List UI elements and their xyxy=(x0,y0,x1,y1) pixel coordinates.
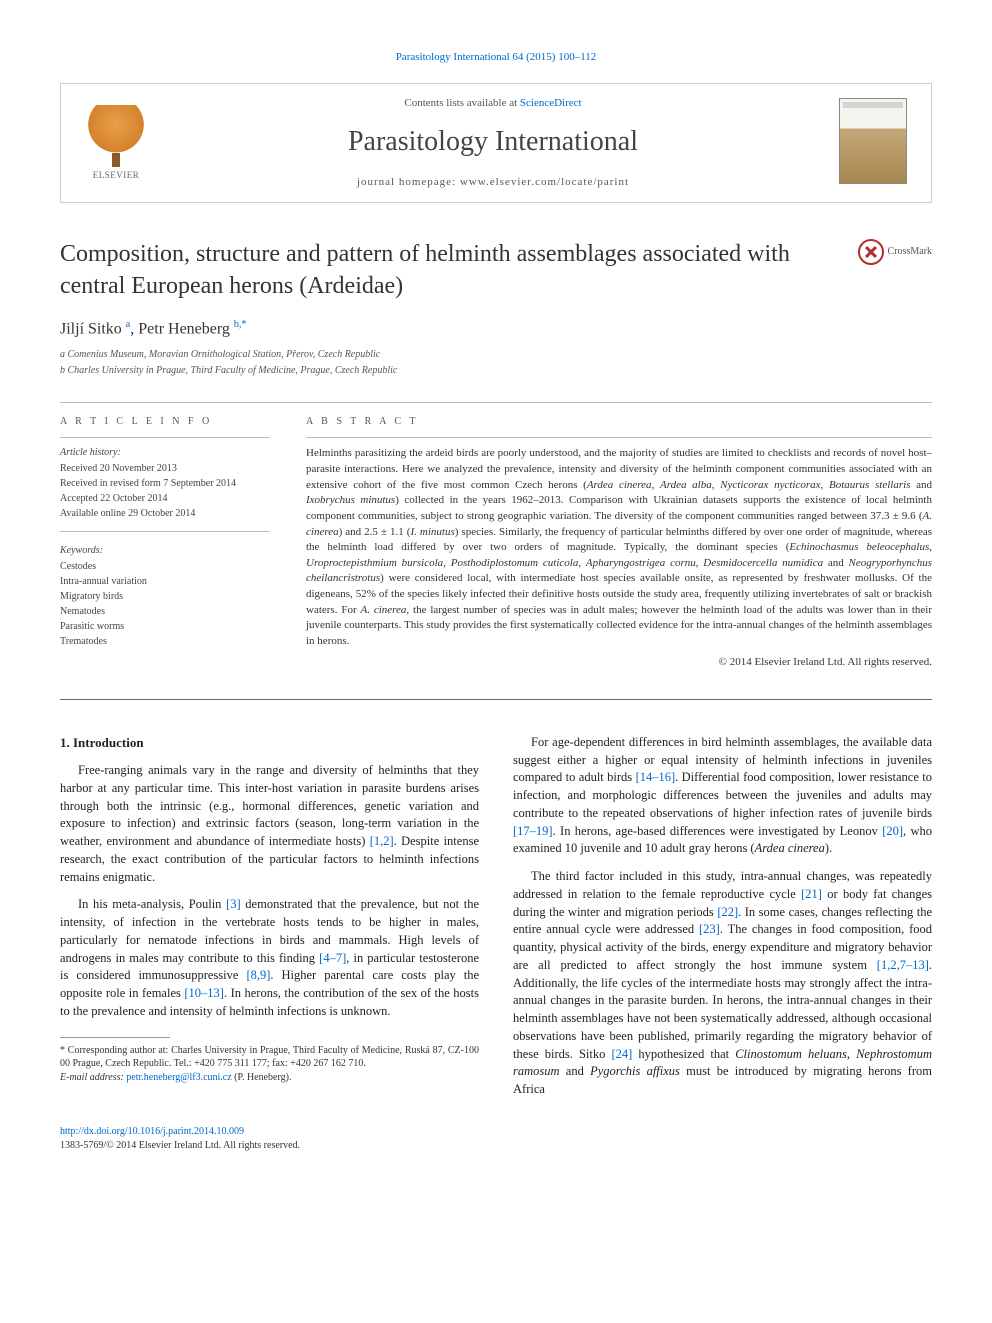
body-paragraph: In his meta-analysis, Poulin [3] demonst… xyxy=(60,896,479,1020)
email-label: E-mail address: xyxy=(60,1072,126,1083)
keyword: Cestodes xyxy=(60,560,270,574)
affiliation: b Charles University in Prague, Third Fa… xyxy=(60,364,932,378)
info-rule-2 xyxy=(60,531,270,532)
running-head-link[interactable]: Parasitology International 64 (2015) 100… xyxy=(396,51,597,63)
abstract-copyright: © 2014 Elsevier Ireland Ltd. All rights … xyxy=(306,655,932,670)
journal-cover xyxy=(835,98,911,188)
abstract-text: Helminths parasitizing the ardeid birds … xyxy=(306,446,932,649)
keyword: Nematodes xyxy=(60,605,270,619)
email-suffix: (P. Heneberg). xyxy=(232,1072,292,1083)
history-item: Accepted 22 October 2014 xyxy=(60,492,270,506)
homepage-url: www.elsevier.com/locate/parint xyxy=(460,176,629,188)
running-head: Parasitology International 64 (2015) 100… xyxy=(60,50,932,65)
journal-cover-thumb xyxy=(839,98,907,184)
journal-header: ELSEVIER Contents lists available at Sci… xyxy=(60,83,932,203)
body-paragraph: For age-dependent differences in bird he… xyxy=(513,734,932,858)
elsevier-logo: ELSEVIER xyxy=(81,103,151,183)
keywords-label: Keywords: xyxy=(60,544,270,558)
sciencedirect-link[interactable]: ScienceDirect xyxy=(520,97,582,109)
crossmark[interactable]: CrossMark xyxy=(858,239,932,265)
body-two-column: 1. Introduction Free-ranging animals var… xyxy=(60,734,932,1099)
article-info: A R T I C L E I N F O Article history: R… xyxy=(60,415,270,670)
corresponding-footnote: * Corresponding author at: Charles Unive… xyxy=(60,1044,479,1085)
doi-link[interactable]: http://dx.doi.org/10.1016/j.parint.2014.… xyxy=(60,1126,244,1137)
keyword: Trematodes xyxy=(60,635,270,649)
page-footer: http://dx.doi.org/10.1016/j.parint.2014.… xyxy=(60,1125,932,1153)
keyword: Parasitic worms xyxy=(60,620,270,634)
homepage-line: journal homepage: www.elsevier.com/locat… xyxy=(151,175,835,190)
article-title: Composition, structure and pattern of he… xyxy=(60,239,858,301)
corr-author-text: * Corresponding author at: Charles Unive… xyxy=(60,1044,479,1071)
info-abstract-row: A R T I C L E I N F O Article history: R… xyxy=(60,415,932,670)
crossmark-label: CrossMark xyxy=(888,245,932,259)
contents-line: Contents lists available at ScienceDirec… xyxy=(151,96,835,111)
body-paragraph: The third factor included in this study,… xyxy=(513,868,932,1099)
abstract-heading: A B S T R A C T xyxy=(306,415,932,429)
rule-top xyxy=(60,402,932,403)
footnote-separator xyxy=(60,1037,170,1038)
history-item: Received 20 November 2013 xyxy=(60,462,270,476)
authors: Jiljí Sitko a, Petr Heneberg b,* xyxy=(60,318,932,341)
info-rule xyxy=(60,437,270,438)
body-paragraph: Free-ranging animals vary in the range a… xyxy=(60,762,479,886)
article-info-heading: A R T I C L E I N F O xyxy=(60,415,270,429)
history-label: Article history: xyxy=(60,446,270,460)
corr-email-link[interactable]: petr.heneberg@lf3.cuni.cz xyxy=(126,1072,231,1083)
rule-after-abstract xyxy=(60,699,932,700)
crossmark-icon xyxy=(858,239,884,265)
abstract: A B S T R A C T Helminths parasitizing t… xyxy=(306,415,932,670)
journal-name: Parasitology International xyxy=(151,122,835,161)
keyword: Migratory birds xyxy=(60,590,270,604)
contents-prefix: Contents lists available at xyxy=(404,97,519,109)
elsevier-logo-text: ELSEVIER xyxy=(93,169,140,182)
elsevier-tree-icon xyxy=(88,105,144,161)
homepage-prefix: journal homepage: xyxy=(357,176,460,188)
header-center: Contents lists available at ScienceDirec… xyxy=(151,96,835,190)
issn-copyright: 1383-5769/© 2014 Elsevier Ireland Ltd. A… xyxy=(60,1139,932,1153)
title-row: Composition, structure and pattern of he… xyxy=(60,239,932,301)
affiliations: a Comenius Museum, Moravian Ornithologic… xyxy=(60,348,932,378)
abs-rule xyxy=(306,437,932,438)
corr-email-line: E-mail address: petr.heneberg@lf3.cuni.c… xyxy=(60,1071,479,1085)
keyword: Intra-annual variation xyxy=(60,575,270,589)
history-item: Available online 29 October 2014 xyxy=(60,507,270,521)
history-item: Received in revised form 7 September 201… xyxy=(60,477,270,491)
affiliation: a Comenius Museum, Moravian Ornithologic… xyxy=(60,348,932,362)
section-heading: 1. Introduction xyxy=(60,734,479,752)
